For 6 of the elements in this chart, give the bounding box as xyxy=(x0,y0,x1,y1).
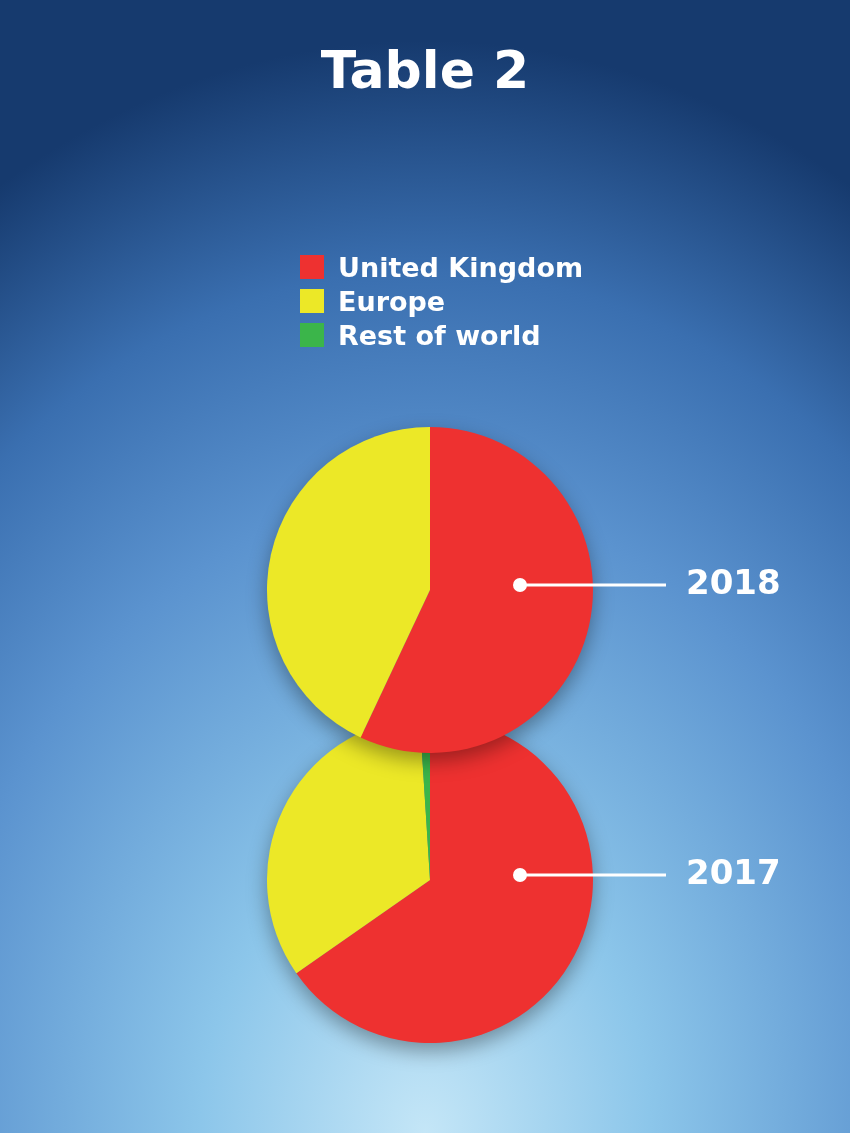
legend-label: Rest of world xyxy=(338,319,541,351)
slice-label: 2017 xyxy=(686,852,781,892)
legend-label: United Kingdom xyxy=(338,251,584,283)
legend-label: Europe xyxy=(338,285,446,317)
chart-title: Table 2 xyxy=(319,40,531,100)
slice-label: 2018 xyxy=(686,562,781,602)
